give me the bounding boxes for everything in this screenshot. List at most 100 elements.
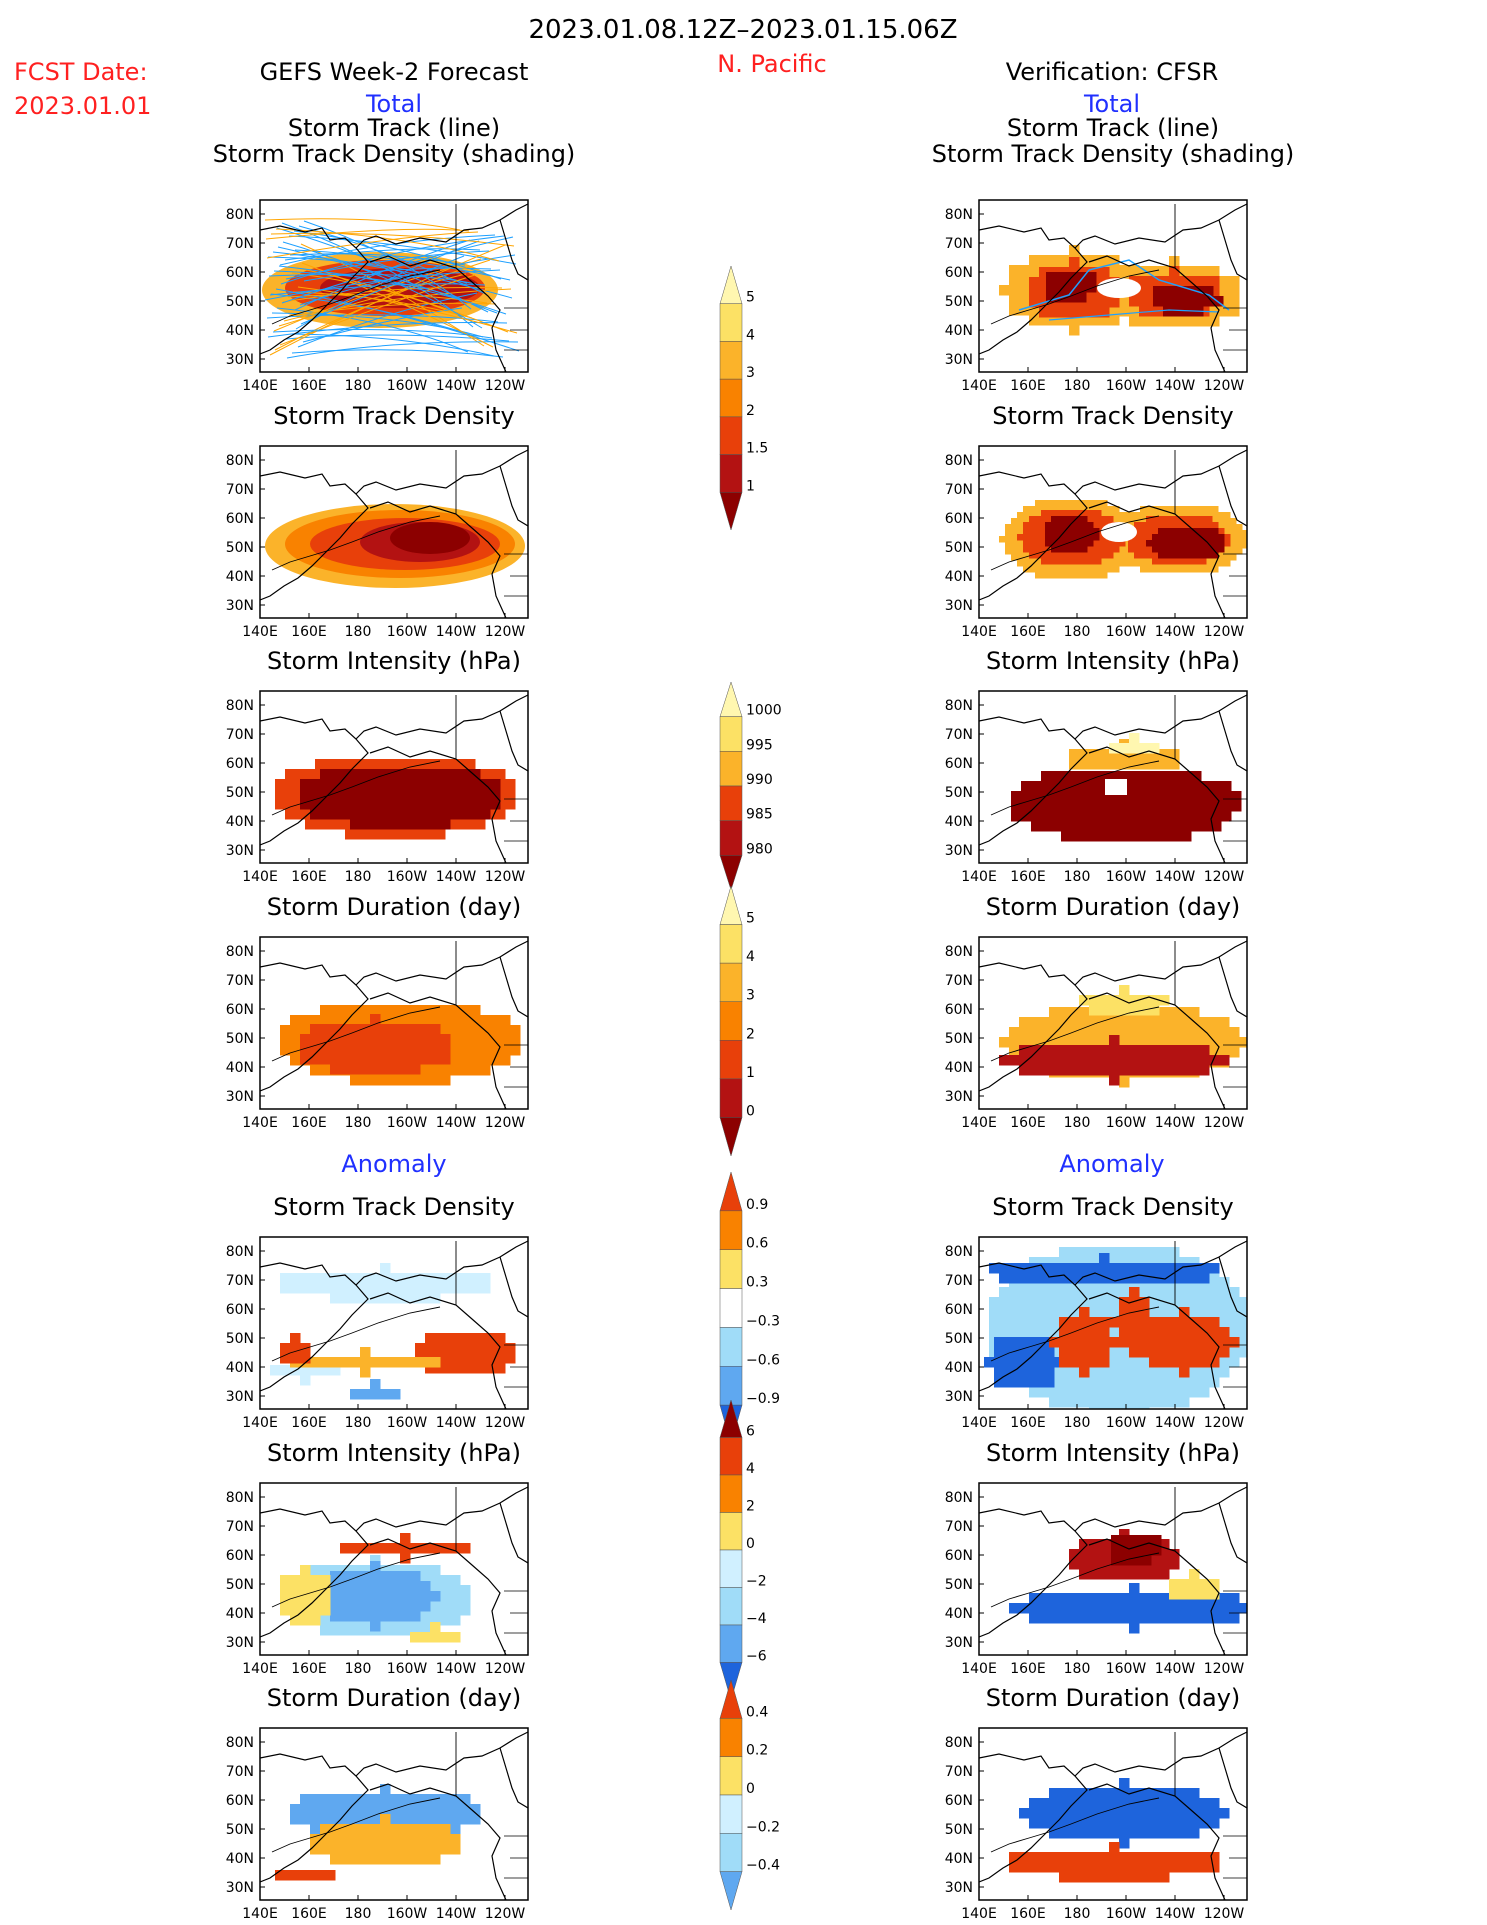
lon-tick-label: 180 [345, 869, 372, 885]
lat-tick-label: 40N [945, 569, 973, 585]
lat-tick-label: 60N [226, 265, 254, 281]
panel-frame [259, 1482, 529, 1656]
map-panel-2: Storm Track Density 80N 70N 60N 50N 40N 30N 140… [226, 402, 529, 640]
lon-tick-label: 160E [1010, 1661, 1046, 1677]
lon-tick-label: 140W [436, 1415, 477, 1431]
colorbar-track-density: 5 4 3 2 1.5 1 [719, 265, 768, 531]
lat-tick-label: 40N [226, 323, 254, 339]
panel-frame [978, 690, 1248, 864]
lon-tick-label: 140W [436, 869, 477, 885]
lon-tick-label: 140E [242, 869, 278, 885]
lat-tick-label: 30N [226, 598, 254, 614]
colorbar-swatch [719, 1756, 743, 1796]
panel-title-2: Storm Track Density (shading) [213, 140, 576, 168]
colorbar-label: 985 [746, 807, 773, 823]
lon-tick-label: 140E [961, 869, 997, 885]
lon-tick-label: 140E [242, 624, 278, 640]
colorbar-label: 990 [746, 772, 773, 788]
lat-tick-label: 80N [226, 1735, 254, 1751]
lat-tick-label: 70N [226, 727, 254, 743]
colorbar-swatch [719, 1249, 743, 1289]
map-panel-0: Storm Track (line)Storm Track Density (s… [213, 114, 576, 394]
panel-title: Storm Track (line) [288, 114, 500, 142]
lon-tick-label: 160W [1106, 1115, 1147, 1131]
panel-frame [978, 1727, 1248, 1901]
lon-tick-label: 160W [1106, 1661, 1147, 1677]
colorbar-cap [719, 1871, 743, 1911]
map-panel-1: Storm Track (line)Storm Track Density (s… [932, 114, 1295, 394]
lon-tick-label: 140E [961, 1906, 997, 1922]
panel-frame [978, 936, 1248, 1110]
lat-tick-label: 60N [945, 756, 973, 772]
colorbar-label: 0.9 [746, 1197, 768, 1213]
lon-tick-label: 140E [242, 1906, 278, 1922]
colorbar-cap [719, 885, 743, 925]
lat-tick-label: 80N [945, 1735, 973, 1751]
lat-tick-label: 40N [945, 1060, 973, 1076]
lat-tick-label: 30N [945, 1089, 973, 1105]
lat-tick-label: 70N [945, 1273, 973, 1289]
lat-tick-label: 30N [226, 1635, 254, 1651]
lon-tick-label: 140E [242, 1115, 278, 1131]
lon-tick-label: 160E [1010, 624, 1046, 640]
lon-tick-label: 160W [387, 624, 428, 640]
colorbar-duration: 5 4 3 2 1 0 [719, 885, 755, 1157]
colorbar-swatch [719, 1624, 743, 1663]
map-panel-4: Storm Intensity (hPa) 80N 70N 60N 50N 40N 30N 1… [226, 647, 529, 885]
lat-tick-label: 30N [226, 352, 254, 368]
colorbar-label: 0 [746, 1781, 755, 1797]
colorbar-swatch [719, 1210, 743, 1250]
panel-frame [978, 445, 1248, 619]
lon-tick-label: 160W [387, 869, 428, 885]
lon-tick-label: 180 [1064, 378, 1091, 394]
colorbar-swatch [719, 1040, 743, 1080]
colorbar-label: 1.5 [746, 441, 768, 457]
panel-title: Storm Intensity (hPa) [267, 647, 521, 675]
lon-tick-label: 160E [291, 378, 327, 394]
lon-tick-label: 140E [242, 1415, 278, 1431]
panel-title: Storm Duration (day) [267, 1684, 522, 1712]
panel-title: Storm Intensity (hPa) [986, 647, 1240, 675]
lat-tick-label: 80N [226, 453, 254, 469]
lon-tick-label: 120W [485, 1906, 526, 1922]
lon-tick-label: 140W [436, 624, 477, 640]
lat-tick-label: 60N [226, 1548, 254, 1564]
colorbar-label: 4 [746, 327, 755, 343]
lat-tick-label: 80N [945, 453, 973, 469]
lat-tick-label: 40N [945, 1360, 973, 1376]
lon-tick-label: 180 [1064, 869, 1091, 885]
lat-tick-label: 70N [945, 727, 973, 743]
lon-tick-label: 180 [345, 1415, 372, 1431]
panel-title: Storm Duration (day) [986, 1684, 1241, 1712]
lon-tick-label: 120W [1204, 624, 1245, 640]
lat-tick-label: 40N [945, 323, 973, 339]
map-panel-10: Storm Intensity (hPa) 80N 70N 60N 50N 40N 30N 1… [226, 1439, 529, 1677]
colorbar-swatch [719, 1288, 743, 1328]
lon-tick-label: 180 [1064, 1115, 1091, 1131]
colorbar-label: 2 [746, 1499, 755, 1515]
colorbar-label: 4 [746, 949, 755, 965]
panel-title-2: Storm Track Density (shading) [932, 140, 1295, 168]
lat-tick-label: 80N [945, 1490, 973, 1506]
lat-tick-label: 30N [945, 1389, 973, 1405]
colorbar-swatch [719, 378, 743, 418]
lat-tick-label: 70N [945, 973, 973, 989]
map-panel-5: Storm Intensity (hPa) 80N 70N 60N 50N 40N 30N 1… [945, 647, 1248, 885]
lat-tick-label: 30N [945, 1635, 973, 1651]
map-panel-11: Storm Intensity (hPa) 80N 70N 60N 50N 40N 30N 1… [945, 1439, 1248, 1677]
lon-tick-label: 140E [961, 624, 997, 640]
colorbar-cap [719, 855, 743, 891]
lon-tick-label: 120W [485, 378, 526, 394]
lon-tick-label: 160W [1106, 624, 1147, 640]
lat-tick-label: 80N [226, 698, 254, 714]
lat-tick-label: 70N [226, 1273, 254, 1289]
lon-tick-label: 140W [1155, 869, 1196, 885]
lat-tick-label: 70N [945, 1519, 973, 1535]
panel-frame [259, 1236, 529, 1410]
colorbar-swatch [719, 1001, 743, 1041]
lon-tick-label: 120W [485, 869, 526, 885]
lon-tick-label: 120W [1204, 1415, 1245, 1431]
colorbar-swatch [719, 785, 743, 821]
verification-total-label: Total [1083, 90, 1140, 118]
panel-title: Storm Duration (day) [986, 893, 1241, 921]
